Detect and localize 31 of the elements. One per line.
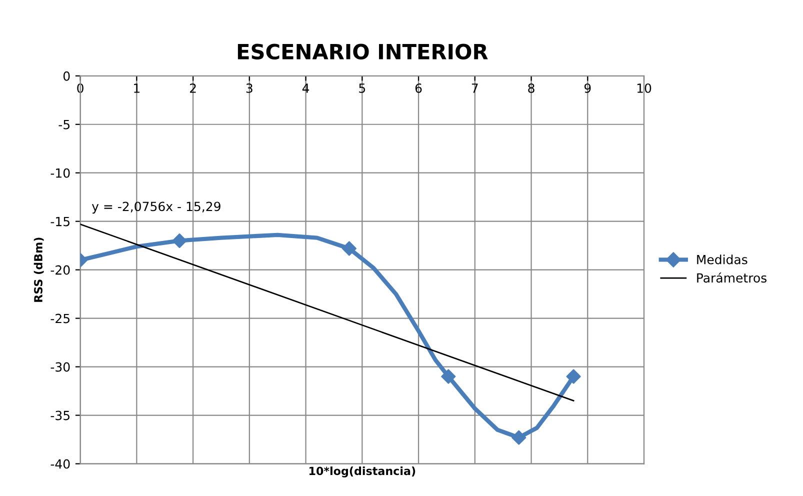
y-tick-label: -40 [50,459,70,469]
y-tick-label: -35 [50,410,70,420]
x-axis-title: 10*log(distancia) [310,466,416,478]
x-tick-label: 10 [637,83,652,93]
x-tick-label: 6 [415,83,422,93]
point [512,430,526,445]
x-tick-label: 8 [528,83,534,93]
y-tick-label: -10 [50,168,70,178]
y-tick-label: -20 [50,265,70,275]
x-tick-label: 3 [246,83,252,93]
point [342,241,356,256]
y-tick-label: -25 [50,314,70,324]
x-tick-label: 1 [134,84,140,93]
x-tick-label: 7 [472,84,478,93]
x-tick-label: 5 [359,84,366,93]
point [172,233,187,248]
y-tick-label: 0 [63,71,70,81]
x-tick-label: 9 [584,83,591,93]
point [566,369,581,384]
y-tick-label: -30 [50,362,70,372]
x-tick-label: 0 [77,83,84,93]
chart-title: ESCENARIO INTERIOR [238,44,488,60]
y-tick-label: -15 [50,216,70,226]
y-tick-label: -5 [58,120,70,130]
legend-label: Parámetros [697,272,767,283]
point [441,369,456,384]
x-tick-label: 4 [302,84,310,93]
y-axis-title: RSS (dBm) [34,238,44,302]
annotation: y = -2,0756x - 15,29 [92,202,220,214]
legend-label: Medidas [697,254,748,264]
x-tick-label: 2 [190,83,196,93]
